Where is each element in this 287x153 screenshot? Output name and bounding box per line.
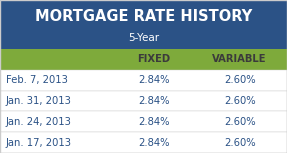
Text: 2.84%: 2.84% (138, 117, 169, 127)
Bar (0, 49, 287, 70)
Text: MORTGAGE RATE HISTORY: MORTGAGE RATE HISTORY (35, 9, 252, 24)
Bar (0, 91, 287, 111)
Text: 2.84%: 2.84% (138, 75, 169, 85)
Text: 2.60%: 2.60% (224, 96, 255, 106)
Text: Jan. 31, 2013: Jan. 31, 2013 (6, 96, 72, 106)
Text: Jan. 24, 2013: Jan. 24, 2013 (6, 117, 72, 127)
Text: 2.60%: 2.60% (224, 75, 255, 85)
Bar (0, 0, 287, 49)
Text: 2.84%: 2.84% (138, 138, 169, 148)
Text: 2.84%: 2.84% (138, 96, 169, 106)
Text: 2.60%: 2.60% (224, 138, 255, 148)
Text: FIXED: FIXED (137, 54, 170, 64)
Text: 2.60%: 2.60% (224, 117, 255, 127)
Text: Jan. 17, 2013: Jan. 17, 2013 (6, 138, 72, 148)
Bar (0, 111, 287, 132)
Text: 5-Year: 5-Year (128, 33, 159, 43)
Bar (0, 70, 287, 91)
Text: Feb. 7, 2013: Feb. 7, 2013 (6, 75, 68, 85)
Bar (0, 132, 287, 153)
Text: VARIABLE: VARIABLE (212, 54, 267, 64)
